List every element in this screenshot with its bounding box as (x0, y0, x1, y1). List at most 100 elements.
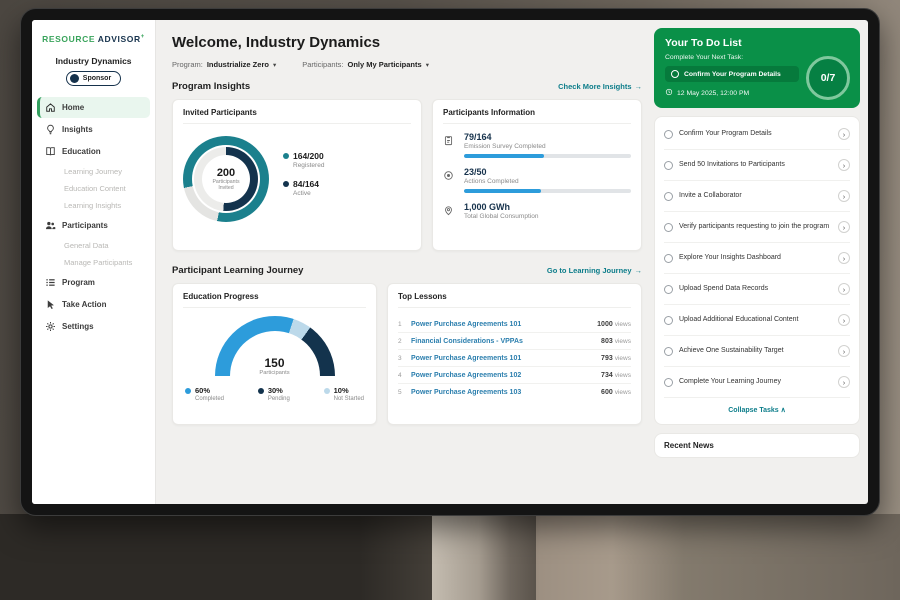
sidebar-item-learning-journey[interactable]: Learning Journey (64, 167, 122, 176)
completed-dot-icon (185, 387, 191, 394)
lesson-rank: 2 (398, 337, 402, 345)
filter-value: Industrialize Zero (206, 60, 269, 69)
task-checkbox-icon[interactable] (664, 315, 673, 325)
info-row-consumption: 1,000 GWh Total Global Consumption (443, 202, 631, 221)
task-checkbox-icon[interactable] (664, 160, 673, 170)
task-checkbox-icon[interactable] (664, 191, 673, 201)
task-checkbox-icon[interactable] (664, 346, 673, 356)
sidebar-item-take-action[interactable]: Take Action (37, 294, 150, 315)
legend-value: 60% (195, 386, 211, 395)
sidebar-item-education[interactable]: Education (37, 141, 150, 162)
chevron-right-icon[interactable]: › (838, 376, 850, 388)
filter-bar: Program: Industrialize Zero ▾ Participan… (172, 60, 642, 69)
link-label: Go to Learning Journey (546, 266, 632, 275)
lesson-link[interactable]: Power Purchase Agreements 102 (411, 371, 522, 379)
task-row-achieve-target[interactable]: Achieve One Sustainability Target › (664, 336, 850, 367)
caret-down-icon: ▾ (425, 61, 429, 69)
screen: RESOURCE ADVISOR+ Industry Dynamics Spon… (32, 20, 868, 504)
chevron-right-icon[interactable]: › (838, 221, 850, 233)
legend-label: Pending (267, 396, 290, 402)
insights-icon (45, 124, 56, 135)
views-suffix: views (614, 354, 631, 362)
sidebar-item-program[interactable]: Program (37, 272, 150, 293)
lesson-link[interactable]: Power Purchase Agreements 103 (411, 388, 522, 396)
task-row-confirm-program[interactable]: Confirm Your Program Details › (664, 119, 850, 150)
next-task-label: Confirm Your Program Details (684, 70, 781, 78)
lesson-row: 5 Power Purchase Agreements 103 600 view… (398, 384, 631, 400)
donut-center-label: Participants Invited (212, 178, 240, 191)
lesson-rank: 3 (398, 354, 402, 362)
task-checkbox-icon[interactable] (664, 377, 673, 387)
chevron-right-icon[interactable]: › (838, 283, 850, 295)
sidebar-item-label: Settings (62, 322, 94, 331)
active-dot-icon (283, 181, 289, 187)
task-row-complete-learning-journey[interactable]: Complete Your Learning Journey › (664, 367, 850, 398)
chevron-right-icon[interactable]: › (838, 252, 850, 264)
lesson-views: 803 (601, 337, 613, 345)
task-row-send-invitations[interactable]: Send 50 Invitations to Participants › (664, 150, 850, 181)
next-task-item[interactable]: Confirm Your Program Details (665, 66, 799, 82)
sidebar-item-education-content[interactable]: Education Content (64, 184, 126, 193)
settings-gear-icon (45, 321, 56, 332)
chevron-right-icon[interactable]: › (838, 345, 850, 357)
task-checkbox-icon[interactable] (664, 284, 673, 294)
info-value: 23/50 (464, 167, 487, 177)
sidebar-item-label: Take Action (62, 300, 107, 309)
chevron-right-icon[interactable]: › (838, 190, 850, 202)
card-title: Invited Participants (183, 108, 411, 124)
task-row-verify-participants[interactable]: Verify participants requesting to join t… (664, 212, 850, 243)
todo-panel: Your To Do List Complete Your Next Task:… (654, 20, 868, 504)
monitor-bezel: RESOURCE ADVISOR+ Industry Dynamics Spon… (20, 8, 880, 516)
chevron-right-icon[interactable]: › (838, 128, 850, 140)
sidebar-item-learning-insights[interactable]: Learning Insights (64, 201, 122, 210)
task-row-upload-spend-data[interactable]: Upload Spend Data Records › (664, 274, 850, 305)
sidebar-item-home[interactable]: Home (37, 97, 150, 118)
invited-donut-chart: 200 Participants Invited (183, 136, 269, 222)
sidebar-item-general-data[interactable]: General Data (64, 241, 109, 250)
arrow-right-icon: → (634, 266, 643, 275)
sidebar-item-insights[interactable]: Insights (37, 119, 150, 140)
lesson-link[interactable]: Power Purchase Agreements 101 (411, 320, 522, 328)
education-gauge-chart: 150 Participants (214, 316, 335, 376)
info-value: 79/164 (464, 132, 492, 142)
sidebar-item-label: Program (62, 278, 95, 287)
gauge-center-value: 150 (264, 356, 285, 370)
info-row-emission-survey: 79/164 Emission Survey Completed (443, 132, 631, 158)
chevron-right-icon[interactable]: › (838, 314, 850, 326)
participants-filter-dropdown[interactable]: Participants: Only My Participants ▾ (302, 60, 429, 69)
todo-main: Complete Your Next Task: Confirm Your Pr… (665, 54, 799, 98)
task-checkbox-icon[interactable] (664, 129, 673, 139)
collapse-tasks-link[interactable]: Collapse Tasks ∧ (664, 398, 850, 422)
task-checkbox-icon[interactable] (671, 70, 679, 78)
page-title: Welcome, Industry Dynamics (172, 34, 381, 51)
go-to-learning-journey-link[interactable]: Go to Learning Journey → (547, 266, 642, 275)
org-name: Industry Dynamics (55, 56, 132, 66)
lesson-link[interactable]: Power Purchase Agreements 101 (411, 354, 522, 362)
task-label: Invite a Collaborator (679, 192, 742, 200)
filter-value: Only My Participants (347, 60, 422, 69)
check-more-insights-link[interactable]: Check More Insights → (558, 82, 642, 91)
task-row-explore-insights[interactable]: Explore Your Insights Dashboard › (664, 243, 850, 274)
card-title: Education Progress (183, 292, 366, 308)
info-label: Total Global Consumption (464, 213, 539, 220)
sidebar-item-participants[interactable]: Participants (37, 215, 150, 236)
lesson-views: 600 (601, 388, 613, 396)
task-checkbox-icon[interactable] (664, 253, 673, 263)
legend-value: 10% (333, 386, 349, 395)
arrow-right-icon: → (634, 82, 643, 91)
chevron-right-icon[interactable]: › (838, 159, 850, 171)
invited-card-body: 200 Participants Invited 164/200 (183, 132, 411, 222)
participants-information-card: Participants Information 79/164 Emission… (432, 99, 642, 251)
program-filter-dropdown[interactable]: Program: Industrialize Zero ▾ (172, 60, 276, 69)
task-row-upload-educational-content[interactable]: Upload Additional Educational Content › (664, 305, 850, 336)
task-checkbox-icon[interactable] (664, 222, 673, 232)
sidebar-item-settings[interactable]: Settings (37, 316, 150, 337)
gauge-center: 150 Participants (215, 356, 335, 376)
sidebar-nav: Home Insights Education Learning Journey… (32, 94, 155, 337)
lesson-link[interactable]: Financial Considerations - VPPAs (411, 337, 523, 345)
legend-value: 84/164 (293, 179, 319, 189)
education-progress-card: Education Progress 150 Participants (172, 283, 377, 425)
task-row-invite-collaborator[interactable]: Invite a Collaborator › (664, 181, 850, 212)
sidebar-item-manage-participants[interactable]: Manage Participants (64, 258, 133, 267)
brand-primary: RESOURCE (42, 34, 96, 44)
